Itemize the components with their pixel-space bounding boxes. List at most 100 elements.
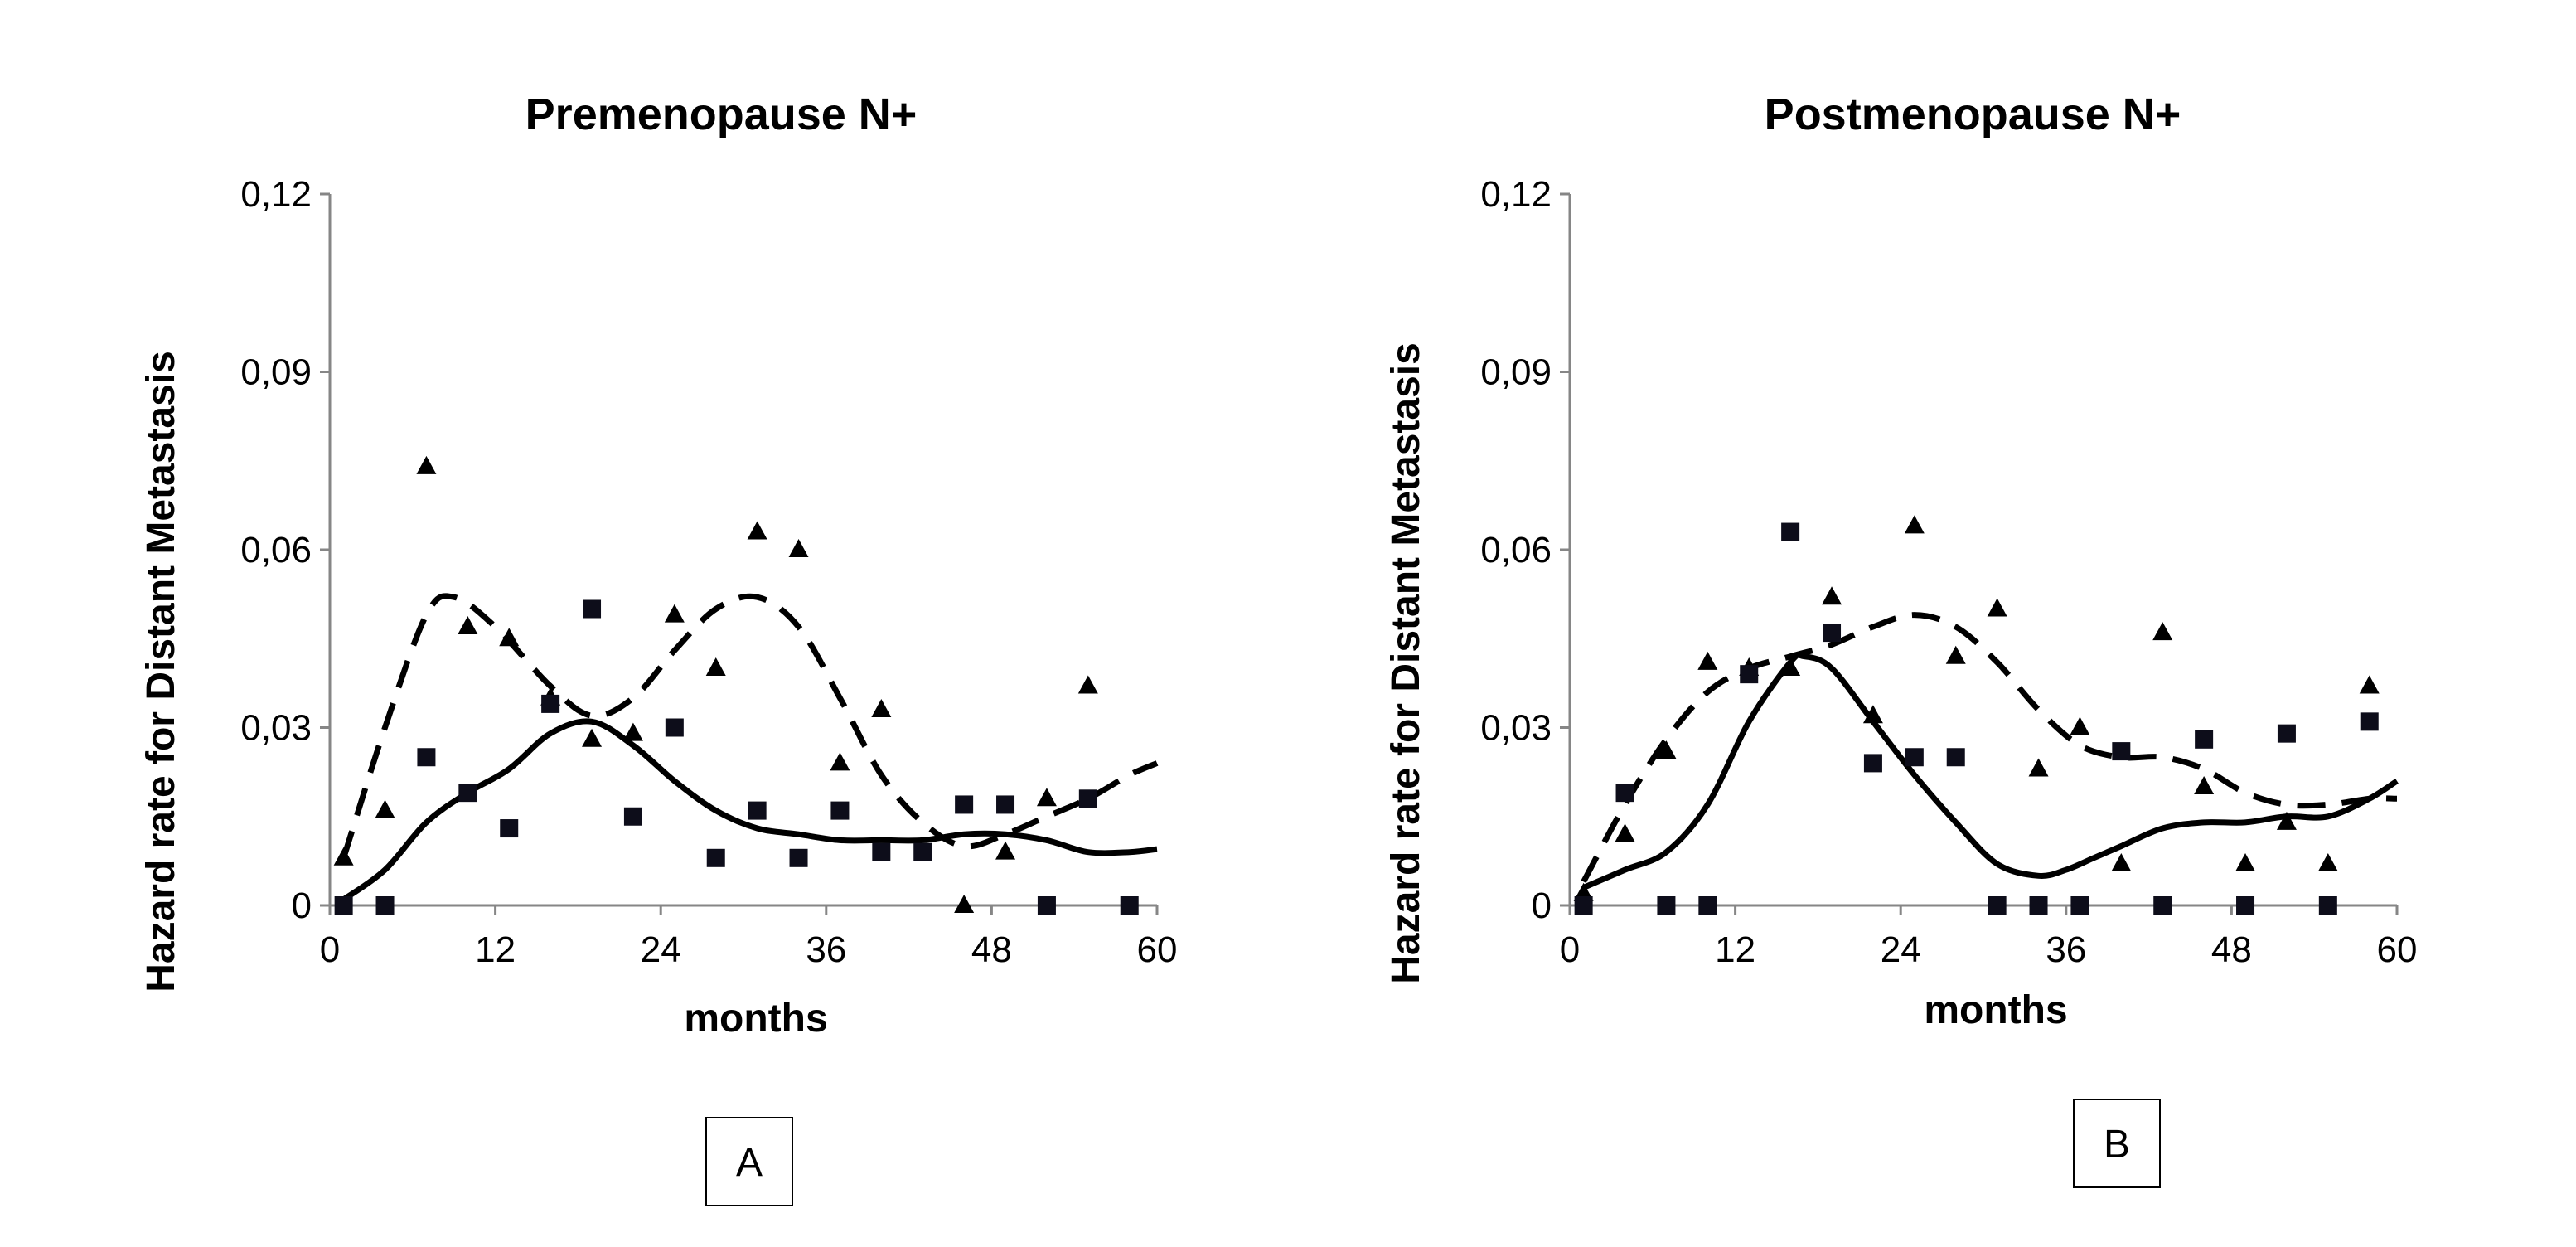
triangle-point — [375, 799, 395, 818]
y-tick-label: 0,06 — [1480, 530, 1552, 570]
square-point — [417, 748, 436, 767]
y-tick-label: 0,09 — [240, 352, 312, 393]
triangle-point — [1615, 823, 1635, 842]
square-point — [1863, 754, 1882, 773]
y-tick-label: 0,03 — [240, 708, 312, 749]
y-axis-label: Hazard rate for Distant Metastasis — [1384, 342, 1428, 984]
square-point — [583, 599, 602, 619]
panel-label-box-b: B — [2073, 1099, 2161, 1188]
x-tick-label: 12 — [475, 929, 516, 970]
triangle-point — [2070, 716, 2090, 735]
y-tick-label: 0 — [1532, 886, 1552, 926]
triangle-point — [2194, 776, 2215, 794]
triangle-point — [1822, 586, 1842, 605]
square-point — [2029, 896, 2048, 915]
x-tick-label: 0 — [1560, 929, 1580, 970]
square-point — [334, 896, 353, 915]
square-point — [2112, 742, 2131, 761]
square-point — [623, 807, 642, 826]
square-point — [500, 819, 519, 838]
dashed-curve — [1581, 612, 2398, 884]
square-point — [706, 848, 725, 867]
triangle-point — [1656, 740, 1677, 759]
x-tick-label: 12 — [1715, 929, 1755, 970]
square-point — [1615, 784, 1634, 803]
square-point — [541, 694, 560, 713]
square-point — [2318, 896, 2337, 915]
y-tick-label: 0,09 — [1480, 352, 1552, 393]
triangle-point — [1077, 675, 1098, 694]
square-point — [913, 842, 932, 861]
y-tick-label: 0,03 — [1480, 708, 1552, 749]
x-axis-label: months — [684, 997, 827, 1041]
triangle-point — [995, 841, 1016, 860]
x-tick-label: 36 — [2046, 929, 2086, 970]
triangle-point — [747, 521, 767, 540]
square-point — [2070, 896, 2089, 915]
square-point — [1946, 748, 1965, 767]
panel-label-frame — [705, 1117, 793, 1206]
triangle-point — [2276, 811, 2297, 830]
panel-label-box-a: A — [705, 1117, 793, 1206]
x-tick-label: 48 — [971, 929, 1012, 970]
x-tick-label: 24 — [641, 929, 681, 970]
panel-b-chart: Postmenopause N+ Hazard rate for Distant… — [1384, 90, 2417, 1032]
square-point — [1037, 896, 1056, 915]
triangle-point — [1862, 705, 1883, 724]
square-point — [830, 801, 850, 820]
square-point — [1740, 665, 1759, 684]
square-point — [789, 848, 808, 867]
square-point — [1823, 624, 1842, 643]
square-point — [2153, 896, 2172, 915]
triangle-point — [622, 722, 643, 741]
triangle-point — [499, 628, 520, 647]
triangle-point — [2235, 852, 2256, 871]
square-point — [665, 718, 684, 737]
triangle-point — [1945, 645, 1966, 664]
square-point — [2277, 724, 2296, 743]
x-tick-label: 36 — [806, 929, 846, 970]
triangle-point — [2111, 852, 2132, 871]
y-axis-label: Hazard rate for Distant Metastasis — [139, 351, 183, 992]
y-tick-label: 0,12 — [240, 174, 312, 215]
triangle-point — [333, 847, 354, 866]
triangle-point — [416, 455, 437, 474]
square-point — [1781, 522, 1800, 541]
square-point — [1078, 789, 1097, 808]
square-point — [996, 795, 1015, 814]
dashed-curve — [341, 593, 1159, 859]
square-point — [1988, 896, 2007, 915]
triangle-point — [458, 615, 478, 634]
panel-label-frame — [2073, 1099, 2161, 1188]
chart-title: Premenopause N+ — [525, 90, 918, 139]
triangle-point — [2317, 852, 2338, 871]
x-axis-label: months — [1924, 988, 2067, 1032]
triangle-point — [1697, 651, 1718, 670]
triangle-point — [1780, 657, 1801, 676]
chart-title: Postmenopause N+ — [1765, 90, 2181, 139]
square-point — [1120, 896, 1139, 915]
y-tick-label: 0 — [292, 886, 312, 926]
x-tick-label: 48 — [2211, 929, 2252, 970]
triangle-point — [954, 895, 975, 913]
triangle-point — [1036, 788, 1057, 807]
x-tick-label: 0 — [320, 929, 340, 970]
triangle-point — [1987, 598, 2007, 617]
triangle-point — [788, 539, 809, 557]
triangle-point — [705, 657, 726, 676]
y-tick-label: 0,06 — [240, 530, 312, 570]
square-point — [2236, 896, 2255, 915]
square-point — [955, 795, 974, 814]
triangle-point — [2359, 675, 2380, 694]
triangle-point — [871, 699, 892, 718]
solid-curve — [1582, 652, 2399, 890]
square-point — [1657, 896, 1676, 915]
square-point — [375, 896, 395, 915]
square-point — [1905, 748, 1924, 767]
square-point — [872, 842, 891, 861]
triangle-point — [1904, 515, 1925, 534]
triangle-point — [2152, 622, 2173, 641]
y-tick-label: 0,12 — [1480, 174, 1552, 215]
square-point — [2195, 730, 2214, 749]
